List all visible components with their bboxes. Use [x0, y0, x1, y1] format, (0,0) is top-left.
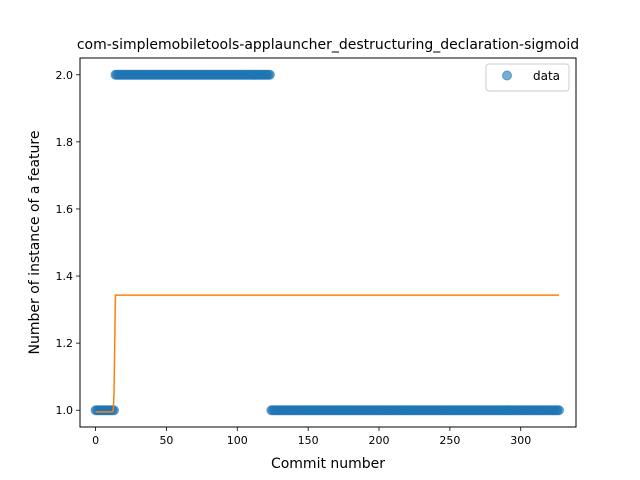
x-axis-ticks: 0 50 100 150 200 250 300 — [92, 427, 531, 447]
legend-marker-data — [502, 70, 512, 81]
chart-title: com-simplemobiletools-applauncher_destru… — [77, 37, 579, 53]
x-tick-label: 50 — [159, 434, 173, 447]
data-point — [553, 405, 564, 416]
plot-content — [90, 69, 564, 416]
fit-line — [95, 294, 559, 413]
y-tick-label: 1.4 — [56, 270, 74, 283]
x-tick-label: 300 — [510, 434, 531, 447]
y-tick-label: 1.6 — [56, 203, 74, 216]
y-tick-label: 1.2 — [56, 337, 74, 350]
x-tick-label: 100 — [227, 434, 248, 447]
data-point — [264, 69, 275, 80]
x-tick-label: 150 — [298, 434, 319, 447]
plot-frame — [79, 57, 577, 428]
legend: data — [485, 63, 570, 92]
legend-label-data: data — [533, 69, 560, 83]
y-axis-ticks: 1.0 1.2 1.4 1.6 1.8 2.0 — [56, 69, 80, 417]
y-axis-label: Number of instance of a feature — [27, 131, 43, 355]
x-tick-label: 250 — [439, 434, 460, 447]
y-tick-label: 1.8 — [56, 136, 74, 149]
x-tick-label: 200 — [369, 434, 390, 447]
x-axis-label: Commit number — [271, 456, 385, 472]
y-tick-label: 2.0 — [56, 69, 74, 82]
y-tick-label: 1.0 — [56, 404, 74, 417]
x-tick-label: 0 — [92, 434, 99, 447]
